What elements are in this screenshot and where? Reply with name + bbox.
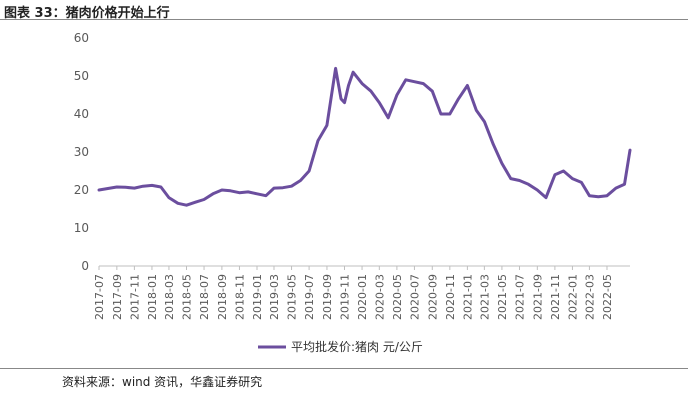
x-tick-label: 2018-07 [198, 274, 211, 320]
x-tick-label: 2019-11 [338, 274, 351, 320]
x-tick-label: 2019-07 [303, 274, 316, 320]
y-tick-label: 0 [81, 259, 89, 273]
x-tick-label: 2018-09 [216, 274, 229, 320]
y-tick-label: 10 [74, 221, 89, 235]
x-tick-label: 2018-01 [146, 274, 159, 320]
y-tick-label: 40 [74, 107, 89, 121]
x-tick-label: 2020-05 [391, 274, 404, 320]
x-tick-label: 2018-05 [180, 274, 193, 320]
x-tick-label: 2020-07 [408, 274, 421, 320]
x-tick-label: 2022-05 [601, 274, 614, 320]
x-tick-label: 2018-11 [233, 274, 246, 320]
x-tick-label: 2021-07 [513, 274, 526, 320]
x-tick-label: 2017-11 [128, 274, 141, 320]
x-tick-label: 2019-03 [268, 274, 281, 320]
x-tick-label: 2017-09 [111, 274, 124, 320]
y-tick-label: 60 [74, 31, 89, 45]
x-tick-label: 2021-05 [496, 274, 509, 320]
y-tick-label: 30 [74, 145, 89, 159]
x-tick-labels: 2017-07 2017-09 2017-11 2018-01 2018-03 2018-… [93, 266, 614, 320]
series-line-pork-wholesale-price [97, 66, 632, 207]
x-tick-label: 2022-01 [566, 274, 579, 320]
x-tick-label: 2019-01 [251, 274, 264, 320]
legend: 平均批发价:猪肉 元/公斤 [258, 339, 423, 354]
bottom-divider [0, 368, 688, 369]
x-tick-label: 2021-03 [478, 274, 491, 320]
x-tick-label: 2021-09 [531, 274, 544, 320]
x-tick-label: 2021-01 [461, 274, 474, 320]
top-divider [0, 19, 688, 20]
y-tick-label: 20 [74, 183, 89, 197]
legend-label: 平均批发价:猪肉 元/公斤 [291, 339, 423, 354]
y-tick-label: 50 [74, 69, 89, 83]
x-tick-label: 2020-01 [356, 274, 369, 320]
x-tick-label: 2019-05 [286, 274, 299, 320]
x-tick-label: 2018-03 [163, 274, 176, 320]
x-tick-label: 2022-03 [583, 274, 596, 320]
x-tick-label: 2020-11 [444, 274, 457, 320]
figure-title: 图表 33：猪肉价格开始上行 [4, 6, 170, 21]
x-tick-label: 2021-11 [549, 274, 562, 320]
x-tick-label: 2017-07 [93, 274, 106, 320]
y-tick-labels: 0 10 20 30 40 50 60 [74, 31, 89, 273]
x-tick-label: 2019-09 [321, 274, 334, 320]
x-tick-label: 2020-09 [426, 274, 439, 320]
source-note: 资料来源：wind 资讯，华鑫证券研究 [62, 375, 263, 389]
x-tick-label: 2020-03 [373, 274, 386, 320]
